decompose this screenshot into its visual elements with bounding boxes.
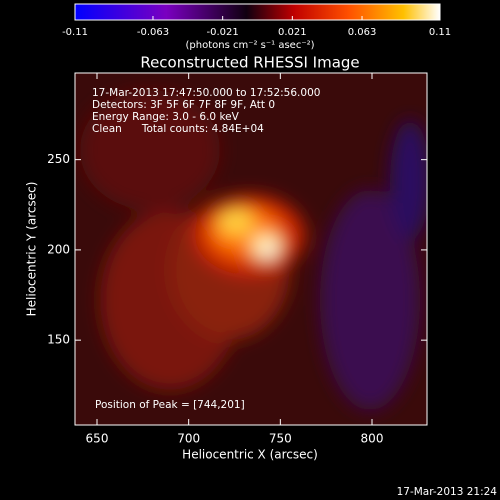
image — [75, 73, 427, 425]
y-tick-label: 150 — [47, 333, 70, 347]
colorbar-tick-label: -0.021 — [207, 27, 239, 38]
colorbar-tick-label: 0.063 — [348, 27, 377, 38]
x-tick-label: 800 — [361, 432, 384, 446]
colorbar-tick-label: 0.021 — [278, 27, 307, 38]
annotation: 17-Mar-2013 17:47:50.000 to 17:52:56.000 — [92, 87, 320, 99]
plot-frame — [74, 72, 428, 426]
annotation: Energy Range: 3.0 - 6.0 keV — [92, 111, 240, 123]
x-tick-label: 650 — [86, 432, 109, 446]
y-tick-label: 200 — [47, 242, 70, 256]
colorbar-label: (photons cm⁻² s⁻¹ asec⁻²) — [185, 40, 314, 51]
x-axis-label: Heliocentric X (arcsec) — [182, 448, 318, 462]
x-tick-label: 700 — [177, 432, 200, 446]
chart-title: Reconstructed RHESSI Image — [140, 54, 359, 72]
colorbar-tick-label: 0.11 — [429, 27, 451, 38]
peak-label: Position of Peak = [744,201] — [95, 399, 245, 411]
annotation: Clean Total counts: 4.84E+04 — [92, 123, 264, 135]
colorbar — [74, 3, 441, 21]
y-tick-label: 250 — [47, 152, 70, 166]
y-axis-label: Heliocentric Y (arcsec) — [25, 182, 39, 317]
colorbar-tick-label: -0.11 — [62, 27, 88, 38]
colorbar-tick-label: -0.063 — [137, 27, 169, 38]
annotation: Detectors: 3F 5F 6F 7F 8F 9F, Att 0 — [92, 99, 275, 111]
timestamp: 17-Mar-2013 21:24 — [397, 486, 498, 498]
x-tick-label: 750 — [269, 432, 292, 446]
